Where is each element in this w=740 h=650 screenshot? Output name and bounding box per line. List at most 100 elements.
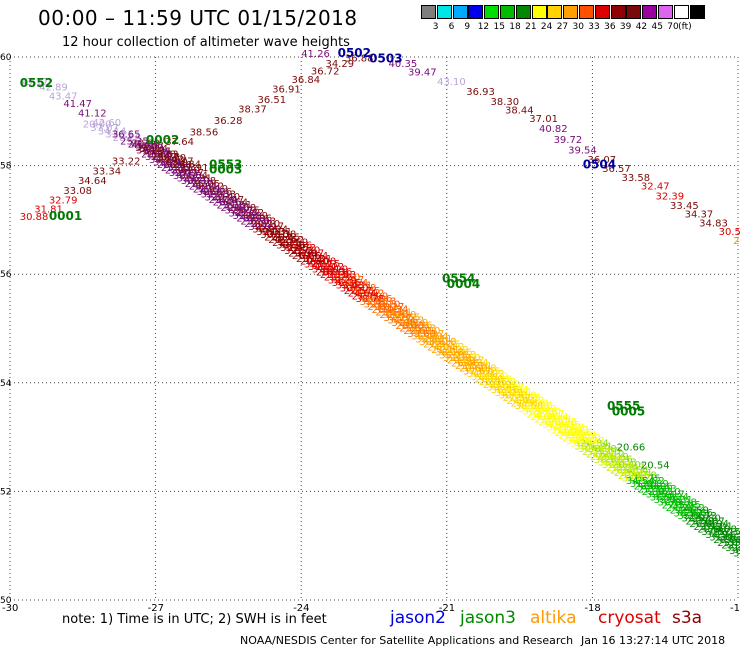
swh-reading-swath: 37.87 — [701, 527, 730, 538]
swh-reading-swath: 22.42 — [556, 423, 585, 434]
swh-reading-swath: 24.84 — [172, 160, 201, 171]
satellite-label-jason3: jason3 — [460, 608, 516, 628]
swh-reading: 40.35 — [389, 59, 418, 70]
swh-reading-swath: 37.27 — [376, 302, 405, 313]
swh-reading-swath: 35.25 — [439, 350, 468, 361]
swh-reading: 38.56 — [190, 128, 219, 139]
swh-reading-swath: 35.05 — [598, 457, 627, 468]
scale-color-box — [468, 5, 484, 19]
swh-reading: 39.72 — [554, 135, 583, 146]
swh-reading-swath: 24.24 — [660, 492, 689, 503]
swh-reading-swath: 22.22 — [316, 262, 345, 273]
swh-reading-swath: 32.52 — [681, 514, 710, 525]
swh-reading-swath: 31.21 — [143, 147, 172, 158]
scale-color-box — [610, 5, 626, 19]
swh-reading-swath: 26.86 — [524, 401, 553, 412]
swh-reading-swath: 31.41 — [384, 307, 413, 318]
swh-reading: 31.81 — [34, 204, 63, 215]
swh-reading-swath: 29.39 — [447, 356, 476, 367]
swh-reading-swath: 22.02 — [483, 380, 512, 391]
swh-reading: 33.08 — [63, 186, 92, 197]
swh-reading-swath: 24.84 — [189, 182, 218, 193]
swh-reading-swath: 37.67 — [463, 366, 492, 377]
swh-reading-swath: 33.03 — [654, 495, 683, 506]
swh-reading-swath: 30.70 — [572, 433, 601, 444]
swh-reading-swath: 23.93 — [528, 404, 557, 415]
swh-reading: 34.64 — [78, 176, 107, 187]
swh-reading: 32.39 — [655, 191, 684, 202]
swh-reading-swath: 25.75 — [240, 216, 269, 227]
swh-reading: 33.22 — [112, 157, 141, 168]
scale-color-box — [421, 5, 436, 19]
swh-reading-swath: 34.14 — [540, 412, 569, 423]
swh-reading-swath: 35.45 — [280, 243, 309, 254]
swh-reading-swath: 35.65 — [519, 404, 548, 415]
swh-reading-swath: 36.56 — [570, 439, 599, 450]
satellite-label-altika: altika — [530, 608, 577, 628]
track-label: 0002 — [146, 133, 179, 147]
scale-color-box — [642, 5, 658, 19]
swh-reading-swath: 36.96 — [644, 481, 673, 492]
swh-reading: 36.93 — [466, 87, 495, 98]
swh-reading-swath: 24.44 — [507, 396, 536, 407]
swh-reading-swath: 32.12 — [602, 460, 631, 471]
swh-reading-swath: 34.94 — [300, 251, 329, 262]
swh-reading-swath: 23.53 — [455, 361, 484, 372]
track-label: 0005 — [612, 404, 645, 418]
swh-reading-swath: 28.08 — [708, 524, 737, 535]
scale-color-box — [626, 5, 642, 19]
swh-reading-swath: 25.35 — [558, 431, 587, 442]
swh-reading-swath: 36.16 — [491, 385, 520, 396]
swh-reading-swath: 34.54 — [219, 198, 248, 209]
swh-reading-swath: 29.79 — [527, 409, 556, 420]
swh-reading-swath: 37.07 — [542, 420, 571, 431]
swh-reading-swath: 33.03 — [248, 216, 277, 227]
swh-reading-swath: 28.08 — [316, 267, 345, 278]
swh-reading-swath: 25.35 — [120, 136, 149, 147]
track-label: 0004 — [447, 277, 480, 291]
swh-reading: 40.82 — [539, 124, 568, 135]
swh-reading-swath: 28.68 — [227, 203, 256, 214]
swh-reading-swath: 21.31 — [272, 238, 301, 249]
x-tick-label: -27 — [148, 603, 164, 614]
map-subtitle: 12 hour collection of altimeter wave hei… — [62, 35, 350, 50]
swh-reading-swath: 39.89 — [646, 490, 675, 501]
swh-reading-swath: 25.35 — [161, 163, 190, 174]
footer-timestamp: Jan 16 13:27:14 UTC 2018 — [581, 634, 726, 647]
swh-reading-swath: 31.21 — [153, 157, 182, 168]
swh-reading-swath: 32.12 — [205, 192, 234, 203]
swh-reading-swath: 36.56 — [163, 160, 192, 171]
swh-reading-swath: 26.06 — [372, 305, 401, 316]
swh-reading-swath: 31.01 — [312, 265, 341, 276]
swh-reading-swath: 21.91 — [180, 163, 209, 174]
swh-reading-swath: 26.26 — [604, 455, 633, 466]
swh-reading-swath: 32.52 — [676, 503, 705, 514]
swh-reading-swath: 21.91 — [193, 184, 222, 195]
swh-reading-swath: 33.63 — [177, 174, 206, 185]
swh-reading: 34.83 — [699, 218, 728, 229]
swh-reading-swath: 39.89 — [248, 222, 277, 233]
swh-reading-swath: 20.20 — [379, 310, 408, 321]
track-label: 0003 — [209, 163, 242, 177]
swh-reading-swath: 27.77 — [165, 156, 194, 167]
x-tick-label: -24 — [293, 603, 309, 614]
swh-reading-swath: 32.12 — [596, 449, 625, 460]
swh-reading-swath: 28.28 — [147, 149, 176, 160]
swh-reading: 30.88 — [20, 212, 49, 223]
swh-reading-swath: 31.01 — [709, 532, 738, 543]
swh-reading-swath: 26.66 — [689, 519, 718, 530]
swh-reading-swath: 33.43 — [733, 549, 740, 560]
swh-reading-swath: 20.80 — [692, 514, 721, 525]
scale-label: 27 — [556, 22, 569, 32]
track-label: 0001 — [49, 209, 82, 223]
swh-reading-swath: 32.32 — [443, 353, 472, 364]
swh-reading: 41.47 — [63, 99, 92, 110]
swh-reading-swath: 39.49 — [159, 157, 188, 168]
swh-reading-swath: 39.09 — [487, 382, 516, 393]
swh-reading-swath: 28.28 — [113, 133, 142, 144]
scale-color-box — [563, 5, 579, 19]
swh-reading: 43.47 — [49, 91, 78, 102]
swh-reading-swath: 23.33 — [207, 189, 236, 200]
y-tick-label: 58 — [0, 162, 12, 172]
